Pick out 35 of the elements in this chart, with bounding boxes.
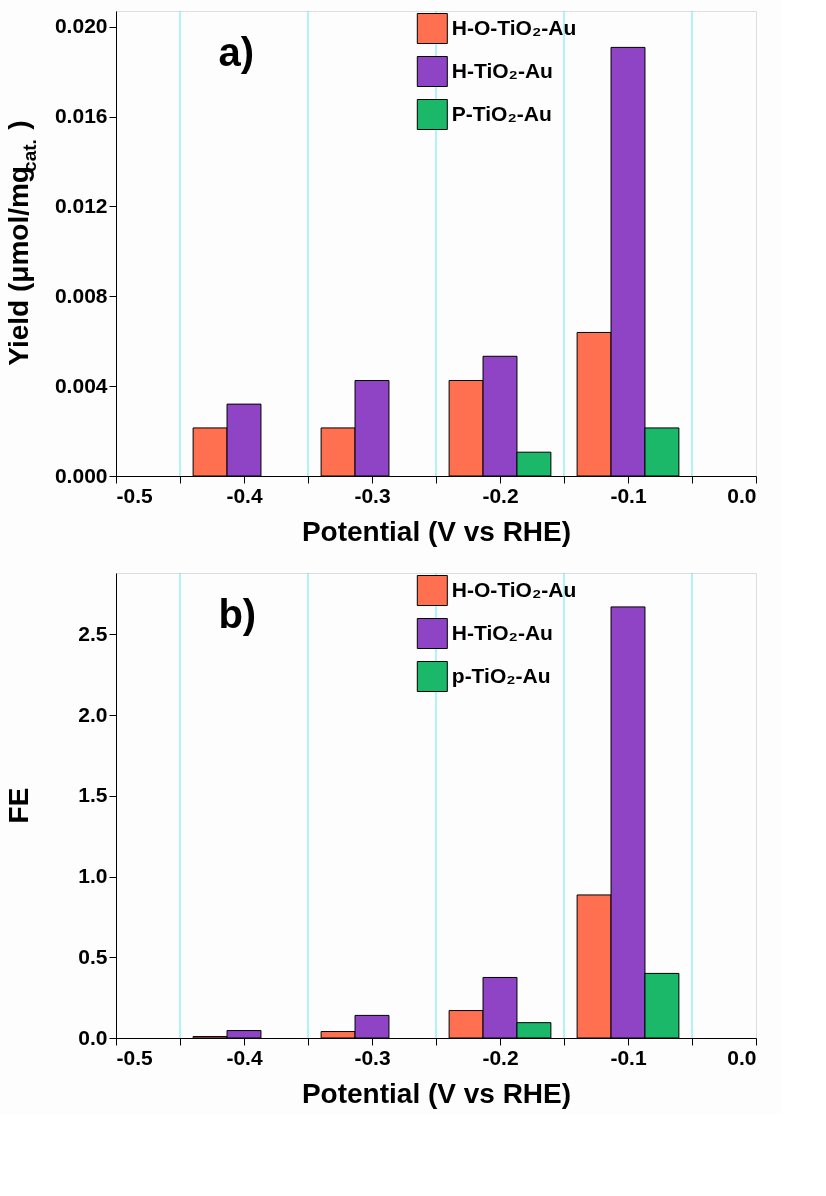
y-tick-label: 0.0 (78, 1025, 108, 1049)
x-tick-label: -0.4 (226, 483, 263, 507)
x-tick-label: 0.0 (727, 483, 757, 507)
y-tick-label: 1.5 (78, 783, 108, 807)
y-tick-label: 0.5 (78, 944, 108, 968)
legend-label: H-TiO₂-Au (451, 58, 553, 82)
x-axis-title: Potential (V vs RHE) (301, 515, 572, 547)
y-tick-label: 0.008 (54, 283, 108, 307)
y-tick-label: 0.020 (54, 14, 108, 38)
x-tick-label: -0.4 (226, 1045, 263, 1069)
y-axis-title: FE (3, 787, 34, 824)
y-tick-label: 1.0 (78, 864, 108, 888)
x-tick-label: -0.2 (482, 1045, 519, 1069)
x-axis-title: Potential (V vs RHE) (301, 1077, 572, 1109)
y-tick-label: 0.004 (54, 373, 108, 397)
x-tick-label: -0.5 (116, 1045, 154, 1069)
legend-label: P-TiO₂-Au (451, 101, 552, 125)
x-tick-label: 0.0 (727, 1045, 757, 1069)
y-tick-label: 0.012 (54, 193, 108, 217)
y-tick-label: 0.000 (54, 463, 108, 487)
legend-label: H-O-TiO₂-Au (451, 15, 577, 39)
y-tick-label: 0.016 (54, 104, 108, 128)
y-tick-label: 2.0 (78, 702, 108, 726)
y-tick-label: 2.5 (78, 621, 108, 645)
legend-label: H-O-TiO₂-Au (451, 577, 577, 601)
annotation: b) (218, 592, 257, 637)
x-tick-label: -0.3 (354, 483, 391, 507)
annotation: a) (218, 30, 254, 75)
x-tick-label: -0.1 (610, 1045, 647, 1069)
legend-label: p-TiO₂-Au (451, 663, 551, 687)
legend-label: H-TiO₂-Au (451, 620, 553, 644)
x-tick-label: -0.2 (482, 483, 519, 507)
x-tick-label: -0.5 (116, 483, 154, 507)
x-tick-label: -0.3 (354, 1045, 391, 1069)
x-tick-label: -0.1 (610, 483, 647, 507)
